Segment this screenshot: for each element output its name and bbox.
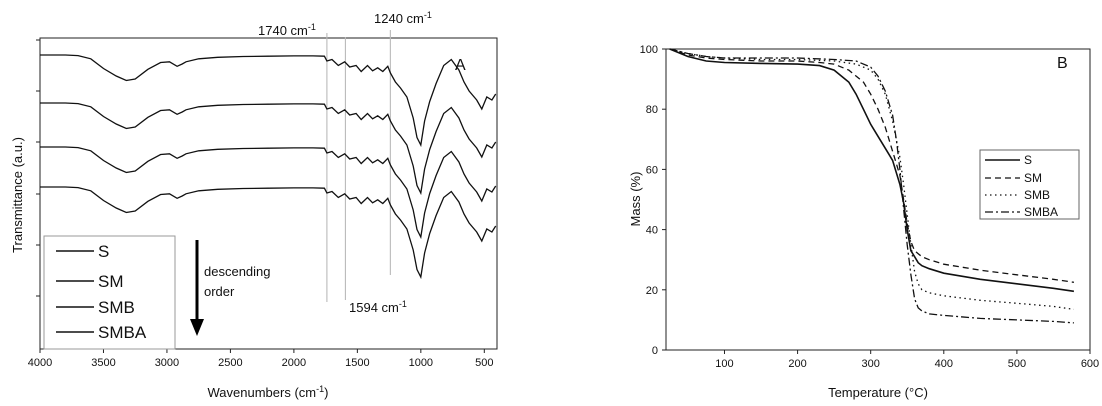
- panel-b-axis-ticks: 100 200 300 400 500 600 0 20 40 60 80 100: [640, 44, 1100, 370]
- annotation-1740: 1740 cm-1: [258, 22, 316, 38]
- panel-a-series-group: [40, 54, 497, 280]
- x-tick-label-a-1000: 1000: [409, 357, 433, 369]
- legend-b-label-sm: SM: [1024, 171, 1042, 185]
- annotation-1740-sup: -1: [308, 22, 316, 32]
- x-tick-label-b-300: 300: [862, 358, 880, 370]
- annotation-1240-sup: -1: [424, 10, 432, 20]
- panel-a-legend-frame: [43, 235, 176, 350]
- panel-b-series-group: [669, 48, 1075, 324]
- spectrum-smba: [40, 186, 497, 280]
- annotation-1240: 1240 cm-1: [374, 10, 432, 26]
- panel-a-x-axis-label-close: ): [324, 385, 328, 400]
- x-tick-label-a-2000: 2000: [282, 357, 306, 369]
- panel-b: B 100 200 300 400 500 600 0 20 40 60 80 100 S SM SM…: [628, 44, 1099, 400]
- legend-a-label-smba: SMBA: [98, 323, 147, 342]
- panel-b-legend: S SM SMB SMBA: [979, 149, 1080, 220]
- legend-a-label-sm: SM: [98, 272, 124, 291]
- annotation-1594: 1594 cm-1: [349, 299, 407, 315]
- annotation-1594-sup: -1: [399, 299, 407, 309]
- panel-a-x-ticks: 4000 3500 3000 2500 2000 1500 1000 500: [28, 39, 493, 369]
- panel-a-x-axis-label-main: Wavenumbers (cm: [208, 385, 317, 400]
- annotation-1240-text: 1240 cm: [374, 11, 424, 26]
- panel-b-x-axis-label: Temperature (°C): [828, 385, 928, 400]
- legend-a-label-s: S: [98, 242, 109, 261]
- order-note-line2: order: [204, 284, 235, 299]
- legend-a-label-smb: SMB: [98, 298, 135, 317]
- x-tick-label-b-100: 100: [715, 358, 733, 370]
- x-tick-label-a-500: 500: [475, 357, 493, 369]
- annotation-1594-text: 1594 cm: [349, 300, 399, 315]
- annotation-1740-text: 1740 cm: [258, 23, 308, 38]
- panel-a: A 4000 3500 3000 2500 2000 1500 1000 500 1740 c…: [10, 10, 498, 400]
- tga-curve-smba: [669, 48, 1074, 324]
- order-arrow: [190, 240, 204, 336]
- panel-b-plot-frame: [665, 48, 1091, 351]
- panel-b-y-axis-label: Mass (%): [628, 172, 643, 227]
- order-arrow-head: [190, 319, 204, 336]
- tga-curve-sm: [669, 48, 1074, 283]
- panel-a-legend: S SM SMB SMBA: [43, 235, 176, 350]
- y-tick-label-b-80: 80: [646, 104, 658, 116]
- legend-b-label-smba: SMBA: [1024, 205, 1058, 219]
- x-tick-label-a-3000: 3000: [155, 357, 179, 369]
- panel-a-reference-lines: [326, 30, 391, 302]
- x-tick-label-b-500: 500: [1008, 358, 1026, 370]
- x-tick-label-b-200: 200: [788, 358, 806, 370]
- spectrum-s: [40, 54, 497, 148]
- panel-a-label: A: [455, 57, 466, 74]
- y-tick-label-b-0: 0: [652, 345, 658, 357]
- panel-a-x-axis-label: Wavenumbers (cm-1): [208, 384, 329, 400]
- panel-b-legend-frame: [979, 149, 1080, 220]
- x-tick-label-b-400: 400: [935, 358, 953, 370]
- y-tick-label-b-20: 20: [646, 285, 658, 297]
- x-tick-label-b-600: 600: [1081, 358, 1099, 370]
- x-tick-label-a-4000: 4000: [28, 357, 52, 369]
- panel-b-label: B: [1057, 55, 1068, 72]
- y-tick-label-b-60: 60: [646, 164, 658, 176]
- y-tick-label-b-100: 100: [640, 44, 658, 56]
- legend-b-label-s: S: [1024, 153, 1032, 167]
- order-note-line1: descending: [204, 264, 271, 279]
- panel-a-y-axis-label: Transmittance (a.u.): [10, 137, 25, 253]
- tga-curve-s: [669, 48, 1075, 293]
- y-tick-label-b-40: 40: [646, 225, 658, 237]
- x-tick-label-a-2500: 2500: [218, 357, 242, 369]
- panel-a-x-axis-label-sup: -1: [316, 384, 324, 394]
- spectrum-sm: [40, 102, 497, 196]
- legend-b-label-smb: SMB: [1024, 188, 1050, 202]
- spectrum-smb: [40, 146, 497, 240]
- x-tick-label-a-3500: 3500: [91, 357, 115, 369]
- x-tick-label-a-1500: 1500: [345, 357, 369, 369]
